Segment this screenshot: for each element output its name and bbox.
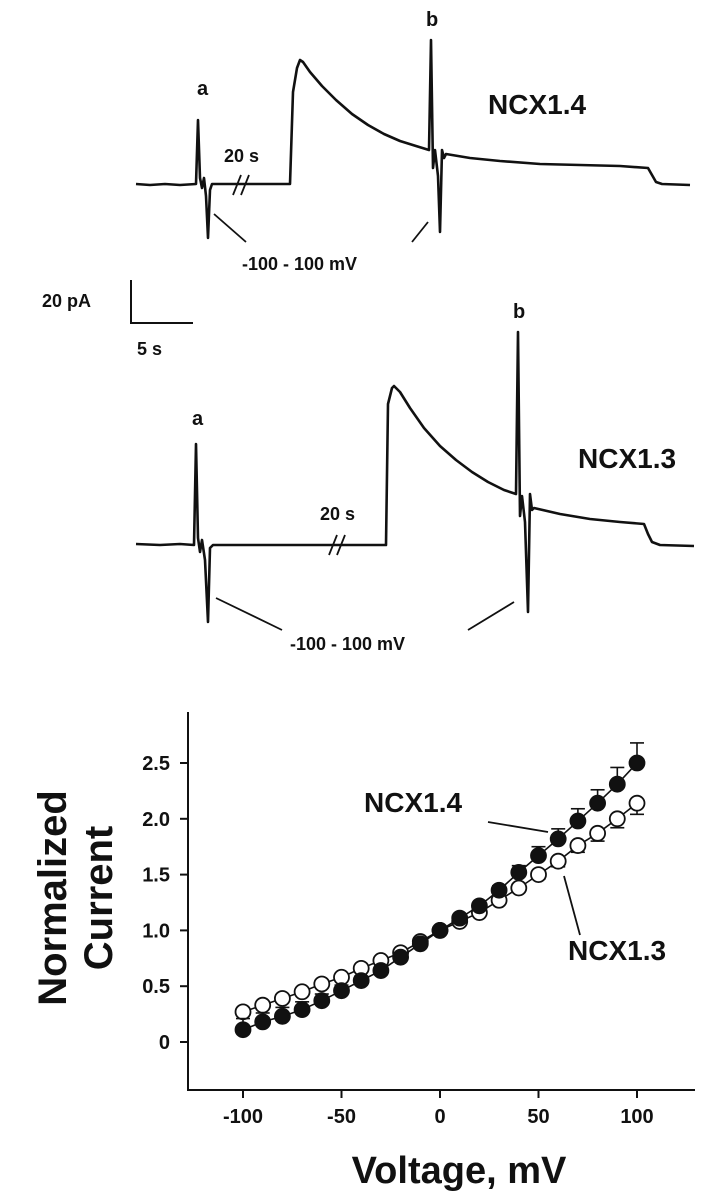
data-point-ncx14 (431, 922, 449, 939)
data-point-ncx14 (411, 935, 429, 953)
x-tick-label: 100 (620, 1106, 653, 1128)
data-point-ncx14 (470, 897, 488, 915)
top-pulse-a-label: a (197, 78, 209, 100)
x-axis-ticks: -100 -50 0 50 100 (223, 1090, 654, 1128)
top-axis-break-mark (232, 174, 242, 196)
bottom-gap-label: 20 s (320, 504, 355, 524)
data-point-ncx13 (234, 1003, 252, 1021)
data-point-ncx13 (530, 866, 547, 883)
x-tick-label: 0 (434, 1106, 445, 1128)
y-tick-label: 1.5 (142, 865, 170, 887)
data-point-ncx14 (510, 863, 528, 881)
data-point-ncx13 (254, 996, 272, 1014)
bottom-ramp-label: -100 - 100 mV (290, 634, 405, 654)
iv-chart-axes (187, 712, 695, 1091)
data-point-ncx14 (313, 992, 331, 1010)
data-point-ncx14 (293, 1001, 311, 1019)
bottom-ramp-line-right (467, 601, 515, 631)
top-trace-label: NCX1.4 (488, 89, 586, 120)
data-point-ncx13 (510, 879, 528, 897)
top-current-trace (135, 38, 691, 240)
y-axis-title: Normalized Current (31, 790, 121, 1006)
x-tick-label: -50 (327, 1106, 356, 1128)
bottom-trace-panel: a b 20 s -100 - 100 mV NCX1.3 (135, 301, 695, 654)
bottom-trace-label: NCX1.3 (578, 443, 676, 474)
y-axis-ticks: 0 0.5 1.0 1.5 2.0 2.5 (142, 753, 188, 1054)
bottom-pulse-b-label: b (513, 301, 525, 323)
annotation-ncx13: NCX1.3 (568, 935, 666, 966)
data-point-ncx13 (608, 810, 626, 828)
data-point-ncx14 (234, 1021, 252, 1039)
data-point-ncx14 (372, 962, 390, 979)
bottom-pulse-a-label: a (192, 408, 204, 430)
data-point-ncx13 (313, 975, 331, 993)
x-tick-label: 50 (527, 1106, 549, 1128)
annotation-ncx14: NCX1.4 (364, 787, 462, 818)
top-pulse-b-label: b (426, 9, 438, 31)
data-point-ncx14 (530, 847, 547, 865)
data-point-ncx13 (293, 983, 311, 1001)
scale-bar-time-label: 5 s (137, 339, 162, 359)
top-gap-label: 20 s (224, 146, 259, 166)
annotation-leader-ncx13 (563, 875, 581, 936)
top-ramp-label: -100 - 100 mV (242, 254, 357, 274)
x-tick-label: -100 (223, 1106, 263, 1128)
data-point-ncx13 (273, 990, 291, 1007)
series-line-ncx13 (242, 802, 638, 1013)
x-axis-title: Voltage, mV (352, 1150, 567, 1192)
bottom-axis-break-mark (328, 534, 338, 556)
data-point-ncx14 (549, 830, 567, 848)
annotation-leader-ncx14 (487, 821, 549, 833)
iv-chart: 0 0.5 1.0 1.5 2.0 2.5 -100 -50 0 50 100 Voltage, … (31, 712, 695, 1192)
data-series (234, 742, 646, 1039)
data-point-ncx14 (392, 948, 410, 966)
y-tick-label: 0 (159, 1032, 170, 1054)
data-point-ncx14 (352, 972, 370, 990)
data-point-ncx13 (549, 852, 567, 870)
y-axis-title-line-2: Current (77, 826, 121, 970)
scale-bar: 20 pA 5 s (42, 280, 193, 359)
data-point-ncx13 (628, 794, 646, 812)
top-ramp-line-left (213, 213, 247, 243)
data-point-ncx14 (254, 1013, 272, 1031)
top-axis-break-mark (240, 174, 250, 196)
data-point-ncx14 (589, 794, 606, 812)
data-point-ncx14 (490, 881, 508, 899)
scale-bar-lines (130, 280, 193, 324)
y-tick-label: 1.0 (142, 920, 170, 942)
bottom-axis-break-mark (336, 534, 346, 556)
data-point-ncx13 (569, 837, 587, 854)
data-point-ncx14 (333, 982, 350, 1000)
data-point-ncx14 (628, 754, 646, 772)
bottom-ramp-line-left (215, 597, 283, 631)
bottom-current-trace (135, 330, 695, 624)
data-point-ncx14 (451, 909, 469, 927)
data-point-ncx13 (589, 824, 606, 842)
y-tick-label: 2.0 (142, 809, 170, 831)
top-trace-panel: a b 20 s -100 - 100 mV NCX1.4 (135, 9, 691, 274)
data-point-ncx14 (273, 1007, 291, 1025)
data-point-ncx14 (569, 812, 587, 830)
scale-bar-current-label: 20 pA (42, 291, 91, 311)
top-ramp-line-right (411, 221, 429, 243)
y-axis-title-line-1: Normalized (31, 790, 75, 1006)
y-tick-label: 0.5 (142, 976, 170, 998)
data-point-ncx14 (608, 775, 626, 793)
y-tick-label: 2.5 (142, 753, 170, 775)
